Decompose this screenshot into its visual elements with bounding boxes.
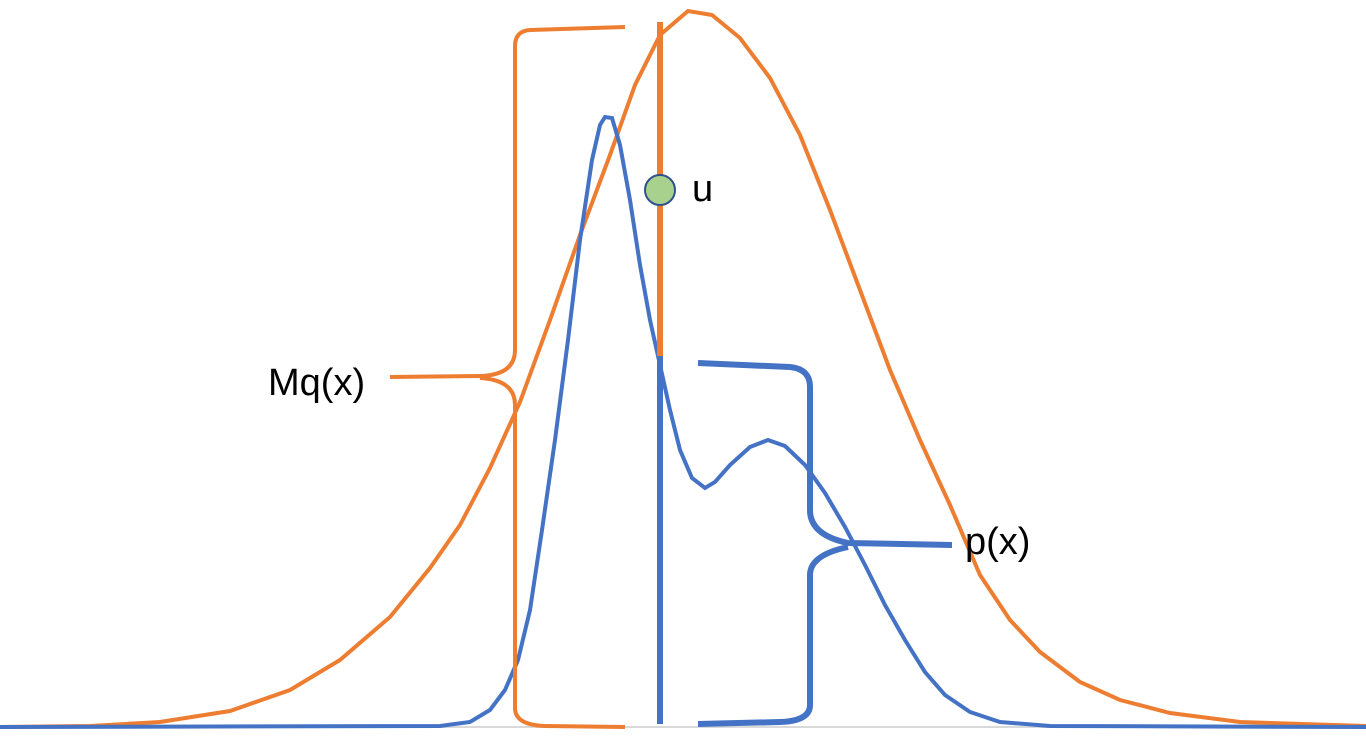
sample-label: u bbox=[692, 168, 713, 210]
target-label: p(x) bbox=[965, 521, 1030, 563]
target-curve bbox=[0, 114, 1366, 729]
envelope-curve bbox=[0, 8, 1366, 729]
target-brace bbox=[697, 360, 953, 727]
envelope-brace bbox=[389, 25, 626, 729]
envelope-label: Mq(x) bbox=[268, 362, 365, 404]
sample-point bbox=[644, 174, 676, 206]
